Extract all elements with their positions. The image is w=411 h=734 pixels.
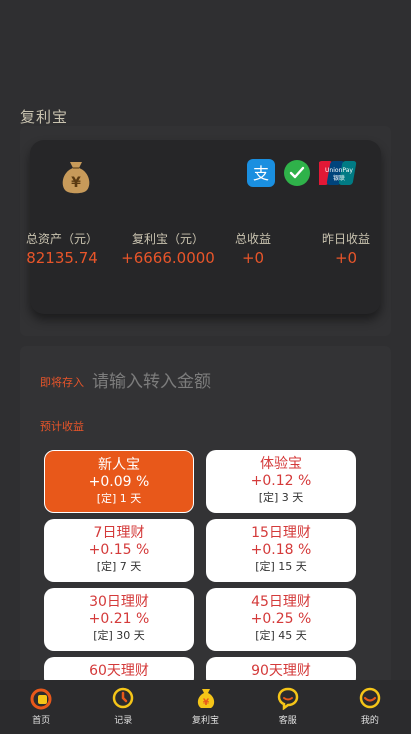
- plan-name: 30日理财: [89, 594, 149, 610]
- alipay-icon: 支: [247, 159, 275, 187]
- stat-label: 总资产（元）: [25, 232, 98, 246]
- plan-name: 7日理财: [93, 525, 145, 541]
- tab-records[interactable]: 记录: [82, 680, 164, 734]
- compound-icon: ¥: [197, 689, 214, 708]
- svg-text:银联: 银联: [333, 174, 345, 182]
- page-title: 复利宝: [20, 108, 69, 126]
- plan-name: 15日理财: [251, 525, 311, 541]
- plan-rate: +0.12 %: [250, 473, 312, 489]
- stat-label: 昨日收益: [321, 232, 370, 246]
- plan-term: [定] 7 天: [96, 560, 142, 573]
- svg-text:支: 支: [253, 164, 269, 183]
- summary-card: ¥ 支 UnionPay 银联 总资产（元） 82135.74 复利宝（元） +…: [26, 140, 381, 314]
- plan-rate: +0.09 %: [88, 474, 150, 490]
- stat-value: +6666.0000: [121, 249, 215, 267]
- tab-home[interactable]: 首页: [0, 680, 82, 734]
- stat-yesterday-income: 昨日收益 +0: [316, 230, 376, 267]
- record-icon: [113, 687, 134, 709]
- bottom-tabbar: 首页 记录 ¥ 复利宝 客服 我的: [0, 680, 411, 734]
- plan-rate: +0.21 %: [88, 611, 150, 627]
- deposit-panel: 即将存入 预计收益 新人宝 +0.09 % [定] 1 天 体验宝 +0.12 …: [20, 346, 391, 688]
- tab-label: 我的: [360, 716, 379, 726]
- unionpay-icon: UnionPay 银联: [319, 161, 357, 185]
- stat-label: 总收益: [234, 232, 271, 246]
- stat-total-assets: 总资产（元） 82135.74: [24, 230, 100, 267]
- plan-rate: +0.18 %: [250, 542, 312, 558]
- tab-service[interactable]: 客服: [247, 680, 329, 734]
- plan-card-0[interactable]: 新人宝 +0.09 % [定] 1 天: [44, 450, 194, 513]
- plan-card-3[interactable]: 15日理财 +0.18 % [定] 15 天: [206, 519, 356, 582]
- plan-card-5[interactable]: 45日理财 +0.25 % [定] 45 天: [206, 588, 356, 651]
- tab-label: 客服: [278, 716, 297, 726]
- wechat-pay-icon: [284, 160, 310, 186]
- plan-name: 45日理财: [251, 594, 311, 610]
- plan-rate: +0.15 %: [88, 542, 150, 558]
- plan-name: 90天理财: [251, 663, 311, 679]
- plan-term: [定] 30 天: [93, 629, 145, 642]
- tab-profile[interactable]: 我的: [329, 680, 411, 734]
- service-icon: [277, 687, 298, 710]
- plan-name: 新人宝: [98, 457, 140, 473]
- svg-text:¥: ¥: [202, 698, 209, 708]
- tab-label: 复利宝: [192, 716, 220, 726]
- plan-term: [定] 15 天: [255, 560, 307, 573]
- plan-term: [定] 1 天: [96, 492, 142, 505]
- stats-row: 总资产（元） 82135.74 复利宝（元） +6666.0000 总收益 +0…: [26, 230, 381, 270]
- amount-input[interactable]: [90, 366, 364, 398]
- plan-card-1[interactable]: 体验宝 +0.12 % [定] 3 天: [206, 450, 356, 513]
- stat-value: +0: [241, 249, 265, 267]
- stat-compound: 复利宝（元） +6666.0000: [118, 230, 218, 267]
- payment-icons: 支 UnionPay 银联: [247, 159, 359, 187]
- svg-text:UnionPay: UnionPay: [325, 167, 353, 174]
- plan-term: [定] 3 天: [258, 491, 304, 504]
- plan-name: 60天理财: [89, 663, 149, 679]
- deposit-label: 即将存入: [40, 376, 84, 389]
- profile-icon: [359, 687, 381, 709]
- plan-card-2[interactable]: 7日理财 +0.15 % [定] 7 天: [44, 519, 194, 582]
- tab-label: 记录: [114, 716, 133, 726]
- stat-value: 82135.74: [26, 249, 98, 267]
- plan-card-4[interactable]: 30日理财 +0.21 % [定] 30 天: [44, 588, 194, 651]
- estimate-label: 预计收益: [40, 420, 84, 433]
- svg-text:¥: ¥: [71, 175, 81, 191]
- plan-term: [定] 45 天: [255, 629, 307, 642]
- stat-label: 复利宝（元）: [131, 232, 204, 246]
- stat-value: +0: [334, 249, 358, 267]
- money-bag-icon: ¥: [62, 162, 90, 194]
- tab-label: 首页: [32, 716, 51, 726]
- home-icon: [30, 688, 52, 710]
- tab-compound[interactable]: ¥ 复利宝: [164, 680, 246, 734]
- plan-name: 体验宝: [260, 456, 302, 472]
- stat-total-income: 总收益 +0: [224, 230, 282, 267]
- plan-rate: +0.25 %: [250, 611, 312, 627]
